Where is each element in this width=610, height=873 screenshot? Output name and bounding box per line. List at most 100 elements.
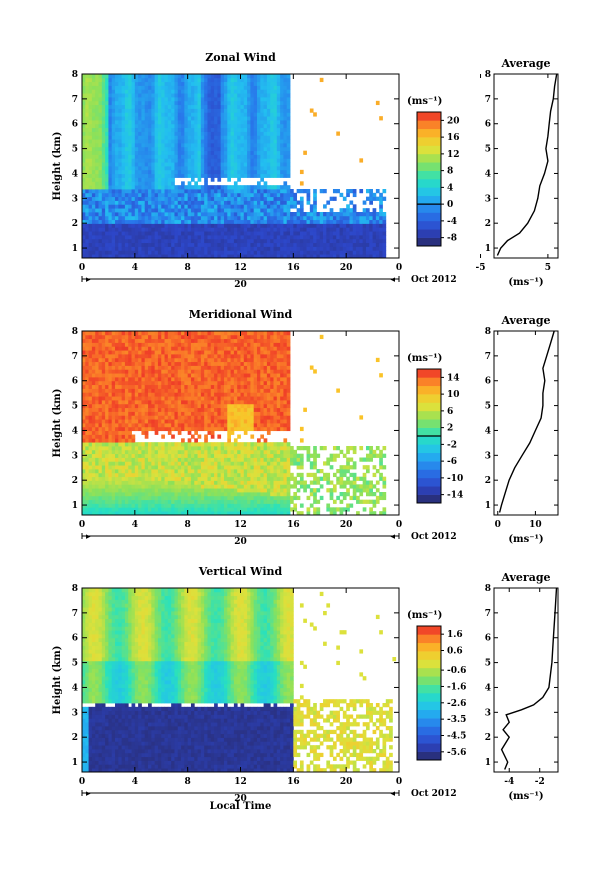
heatmap-cell xyxy=(253,200,258,205)
heatmap-cell xyxy=(184,215,189,221)
heatmap-cell xyxy=(207,235,212,240)
heatmap-cell xyxy=(171,254,175,259)
heatmap-cell xyxy=(105,242,109,247)
heatmap-cell xyxy=(276,97,281,102)
heatmap-cell xyxy=(194,189,198,194)
heatmap-cell xyxy=(164,465,169,470)
heatmap-cell xyxy=(91,415,96,420)
heatmap-cell xyxy=(82,377,86,382)
heatmap-cell xyxy=(148,392,152,397)
heatmap-cell xyxy=(286,215,291,221)
heatmap-cell xyxy=(220,112,225,117)
heatmap-cell xyxy=(250,219,255,224)
heatmap-cell xyxy=(230,238,235,244)
heatmap-cell xyxy=(263,185,268,190)
heatmap-cell xyxy=(115,373,119,378)
heatmap-cell xyxy=(85,384,89,389)
heatmap-cell xyxy=(240,169,245,175)
heatmap-cell xyxy=(207,223,212,228)
heatmap-cell xyxy=(306,192,311,198)
heatmap-cell xyxy=(105,400,109,405)
heatmap-cell xyxy=(283,135,288,140)
heatmap-cell xyxy=(214,204,218,209)
heatmap-cell xyxy=(230,173,235,178)
heatmap-cell xyxy=(88,81,93,86)
heatmap-cell xyxy=(164,146,169,152)
heatmap-cell xyxy=(161,392,165,397)
heatmap-cell xyxy=(118,139,123,144)
heatmap-cell xyxy=(88,334,93,340)
heatmap-cell xyxy=(138,219,142,224)
heatmap-cell xyxy=(164,396,169,401)
heatmap-cell xyxy=(260,242,265,247)
heatmap-cell xyxy=(247,204,251,209)
heatmap-cell xyxy=(217,208,222,213)
heatmap-cell xyxy=(181,189,185,194)
heatmap-cell xyxy=(118,503,123,508)
heatmap-cell xyxy=(118,74,123,79)
heatmap-cell xyxy=(210,162,215,167)
heatmap-cell xyxy=(379,223,383,228)
heatmap-cell xyxy=(131,350,136,355)
heatmap-cell xyxy=(174,346,179,351)
heatmap-cell xyxy=(260,196,265,201)
heatmap-cell xyxy=(207,242,212,247)
heatmap-cell xyxy=(141,449,146,455)
heatmap-cell xyxy=(197,192,202,198)
heatmap-cell xyxy=(157,495,162,501)
heatmap-cell xyxy=(204,93,208,98)
heatmap-cell xyxy=(200,173,205,178)
heatmap-cell xyxy=(82,135,86,140)
heatmap-cell xyxy=(138,373,142,378)
heatmap-cell xyxy=(190,223,195,228)
heatmap-cell xyxy=(240,77,245,83)
heatmap-cell xyxy=(181,254,185,259)
heatmap-cell xyxy=(177,235,182,240)
heatmap-cell xyxy=(161,442,165,447)
heatmap-cell xyxy=(161,185,165,190)
heatmap-cell xyxy=(207,143,212,148)
heatmap-cell xyxy=(121,507,126,512)
heatmap-cell xyxy=(85,338,89,343)
heatmap-cell xyxy=(154,449,159,455)
heatmap-cell xyxy=(95,449,99,455)
heatmap-cell xyxy=(161,434,165,439)
heatmap-cell xyxy=(233,120,238,125)
heatmap-cell xyxy=(105,446,109,451)
heatmap-cell xyxy=(105,503,109,508)
day-bar-arrow: ◂ xyxy=(390,275,395,285)
heatmap-cell xyxy=(95,499,99,504)
heatmap-cell xyxy=(270,223,274,228)
heatmap-cell xyxy=(177,446,182,451)
heatmap-cell xyxy=(181,215,185,221)
heatmap-cell xyxy=(111,231,116,236)
heatmap-cell xyxy=(91,158,96,163)
day-label: 20 xyxy=(234,280,247,290)
heatmap-cell xyxy=(154,200,159,205)
heatmap-cell xyxy=(154,131,159,136)
heatmap-cell xyxy=(187,231,192,236)
heatmap-cell xyxy=(200,127,205,132)
heatmap-cell xyxy=(128,77,132,83)
heatmap-cell xyxy=(319,215,324,221)
heatmap-cell xyxy=(171,361,175,366)
heatmap-cell xyxy=(105,112,109,117)
heatmap-cell xyxy=(177,81,182,86)
heatmap-cell xyxy=(144,423,149,428)
heatmap-cell xyxy=(164,499,169,504)
heatmap-cell xyxy=(240,143,245,148)
heatmap-cell xyxy=(134,392,139,397)
heatmap-cell xyxy=(98,81,103,86)
heatmap-cell xyxy=(223,231,228,236)
heatmap-cell xyxy=(118,365,123,370)
heatmap-cell xyxy=(164,227,169,232)
heatmap-cell xyxy=(98,388,103,393)
heatmap-cell xyxy=(280,127,284,132)
heatmap-cell xyxy=(124,246,129,251)
heatmap-cell xyxy=(174,120,179,125)
heatmap-cell xyxy=(144,403,149,409)
heatmap-cell xyxy=(243,235,248,240)
heatmap-cell xyxy=(184,480,189,485)
heatmap-cell xyxy=(253,185,258,190)
heatmap-cell xyxy=(303,223,307,228)
